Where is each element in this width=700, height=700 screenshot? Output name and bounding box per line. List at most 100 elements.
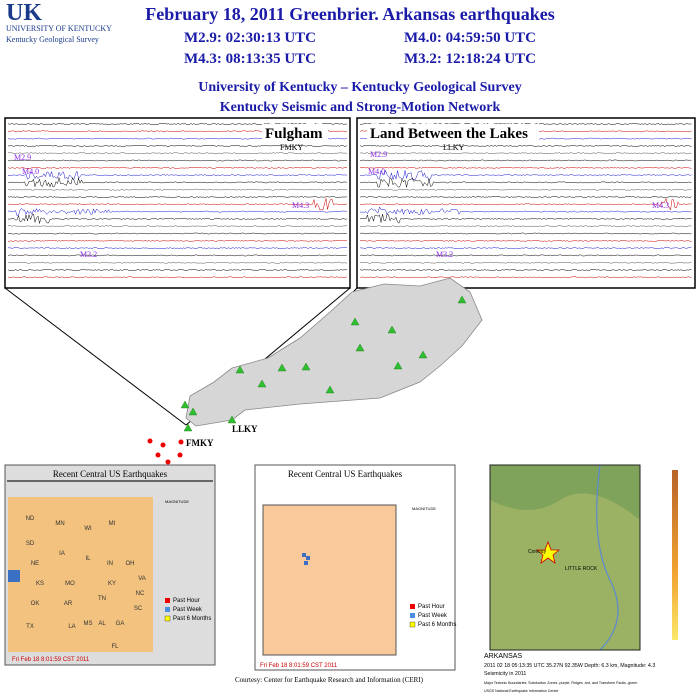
station-marker <box>355 343 365 352</box>
station-marker <box>277 363 287 372</box>
state-label: NE <box>31 561 39 567</box>
panel-title: Fulgham <box>265 126 323 142</box>
divider <box>7 480 213 482</box>
trace <box>7 232 348 235</box>
state-label: MI <box>109 521 116 527</box>
trace <box>359 276 692 279</box>
panel-frame <box>356 117 696 289</box>
event-label: M4.0 <box>22 167 39 176</box>
station-marker <box>180 400 190 409</box>
logo-university: UNIVERSITY OF KENTUCKY <box>6 24 112 33</box>
station-label: LLKY <box>232 424 258 434</box>
state-label: SC <box>134 606 143 612</box>
epicenter <box>535 540 561 564</box>
event-label: M4.3 <box>292 201 309 210</box>
state-label: NC <box>136 591 145 597</box>
quakes <box>302 553 310 565</box>
trace <box>7 170 348 180</box>
trace <box>359 196 692 198</box>
source: USGS National Earthquake Information Cen… <box>484 689 559 693</box>
station-marker <box>301 362 311 371</box>
event-label: M4.0 <box>368 167 385 176</box>
station-marker <box>387 325 397 334</box>
map-title: Recent Central US Earthquakes <box>53 469 168 479</box>
event-label: M3.2 <box>80 250 97 259</box>
trace <box>359 169 692 181</box>
state-label: OK <box>31 601 40 607</box>
state-label: ND <box>26 516 35 522</box>
note: Major Tectonic Boundaries: Subduction Zo… <box>484 681 637 685</box>
state-label: MO <box>65 581 75 587</box>
trace <box>359 177 692 188</box>
state-label: WI <box>84 526 92 532</box>
map-title: Recent Central US Earthquakes <box>288 469 403 479</box>
event-info: 2011 02 18 05:13:35 UTC 35.27N 92.35W De… <box>484 663 655 669</box>
trace <box>359 197 692 211</box>
event-label: M2.9 <box>14 153 31 162</box>
trace <box>359 232 692 235</box>
legend-swatch <box>410 604 415 609</box>
event: M3.2: 12:18:24 UTC <box>404 51 536 67</box>
trace <box>8 144 348 147</box>
legend-label: Past Hour <box>418 604 445 610</box>
trace <box>8 207 348 216</box>
legend-title: MAGNITUDE <box>412 506 436 511</box>
station: FMKY <box>280 143 303 152</box>
trace <box>359 159 692 162</box>
state-label: TX <box>26 624 34 630</box>
state-label: MS <box>84 621 93 627</box>
relief <box>490 493 640 650</box>
trace <box>359 214 692 224</box>
timestamp: Fri Feb 18 8:01:59 CST 2011 <box>260 663 338 669</box>
trace <box>7 159 348 162</box>
organization: University of Kentucky – Kentucky Geolog… <box>198 80 522 95</box>
legend-swatch <box>165 607 170 612</box>
state-label: AR <box>64 601 73 607</box>
panel-title-bg <box>367 124 539 141</box>
trace <box>7 276 348 279</box>
trace <box>359 261 692 264</box>
state-label: VA <box>138 576 146 582</box>
trace <box>7 196 348 198</box>
legend-label: Past Week <box>173 607 203 613</box>
trace <box>7 269 348 271</box>
legend-label: Past Hour <box>173 598 200 604</box>
trace <box>360 123 692 125</box>
logo-survey: Kentucky Geological Survey <box>6 35 99 44</box>
event: M4.0: 04:59:50 UTC <box>404 30 536 46</box>
trace <box>7 247 348 249</box>
river <box>596 464 619 651</box>
state-label: TN <box>98 596 106 602</box>
trace <box>359 254 692 257</box>
legend-title: MAGNITUDE <box>165 499 189 504</box>
trace <box>7 261 348 264</box>
trace <box>359 239 692 242</box>
logo-mark: UK <box>6 0 42 26</box>
stations <box>180 295 467 432</box>
station-marker <box>325 385 335 394</box>
state-label: KS <box>36 581 44 587</box>
event-label: M4.3 <box>652 201 669 210</box>
trace <box>7 254 348 257</box>
trace <box>7 213 348 224</box>
station-marker <box>183 423 193 432</box>
timestamp: Fri Feb 18 8:01:59 CST 2011 <box>12 657 90 663</box>
trace <box>360 206 692 216</box>
state-labels: ND MN SD WI MI IA NE IL IN OH KS MO KY OK AR TN TX LA MS AL… <box>26 516 146 650</box>
network: Kentucky Seismic and Strong-Motion Netwo… <box>220 100 501 115</box>
map-land <box>262 504 397 656</box>
station-marker <box>257 379 267 388</box>
map-frame <box>489 464 641 651</box>
trace <box>7 177 348 188</box>
state-label: SD <box>26 541 35 547</box>
station: LLKY <box>443 143 465 152</box>
trace <box>359 225 692 228</box>
map-water <box>8 570 20 582</box>
region: ARKANSAS <box>484 653 522 660</box>
state-label: FL <box>111 644 119 650</box>
station-marker <box>350 317 360 326</box>
panel-title-bg <box>262 124 328 141</box>
trace <box>7 188 348 191</box>
panel-title: Land Between the Lakes <box>370 126 528 142</box>
